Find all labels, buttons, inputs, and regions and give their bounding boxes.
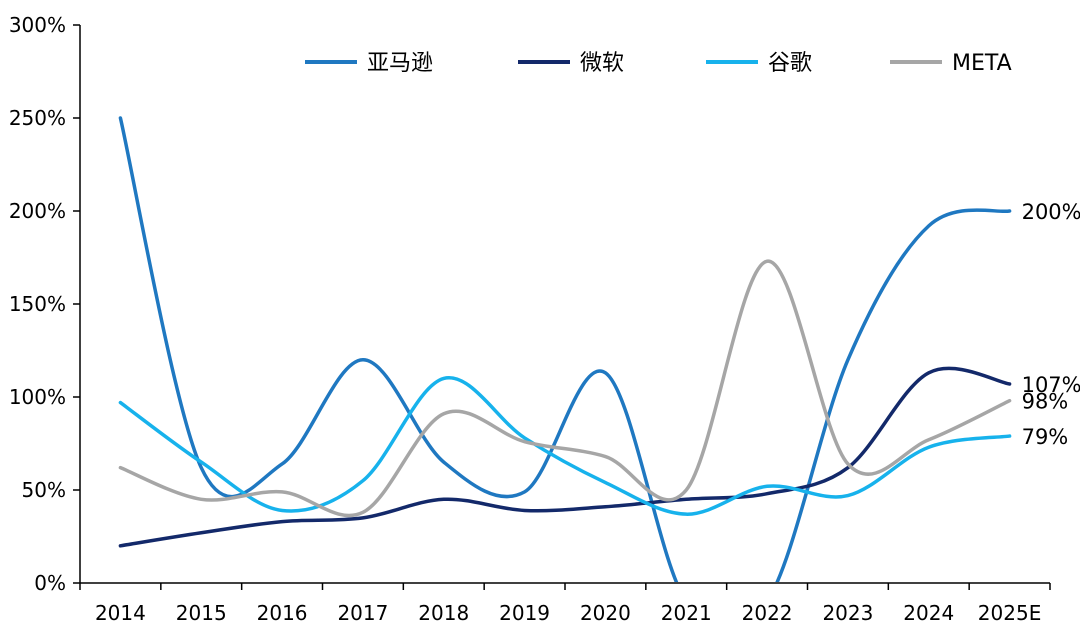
legend-label: 亚马逊 <box>367 51 433 76</box>
x-tick-label: 2016 <box>257 601 308 625</box>
x-tick-label: 2014 <box>95 601 146 625</box>
x-tick-label: 2024 <box>903 601 954 625</box>
y-tick-label: 250% <box>9 106 66 130</box>
x-tick-label: 2020 <box>580 601 631 625</box>
x-tick-label: 2023 <box>822 601 873 625</box>
legend-label: 微软 <box>580 51 624 76</box>
x-tick-label: 2022 <box>742 601 793 625</box>
axes: 0% 50% 100% 150% 200% 250% 300% 2014 2015 2016 201… <box>9 13 1051 625</box>
y-tick-label: 50% <box>22 478 66 502</box>
end-labels: 200% 107% 79% 98% <box>1022 200 1080 449</box>
end-value-label: 79% <box>1022 425 1069 449</box>
y-tick-label: 100% <box>9 385 66 409</box>
y-tick-label: 200% <box>9 199 66 223</box>
legend-label: META <box>952 51 1012 76</box>
end-value-label: 107% <box>1022 373 1080 397</box>
legend-label: 谷歌 <box>768 51 812 76</box>
series-line-2 <box>118 366 1012 548</box>
y-tick-label: 300% <box>9 13 66 37</box>
series-line-4 <box>118 259 1012 518</box>
x-tick-label: 2017 <box>337 601 388 625</box>
x-tick-label: 2018 <box>418 601 469 625</box>
x-tick-label: 2019 <box>499 601 550 625</box>
end-value-label: 98% <box>1022 390 1069 414</box>
y-tick-label: 150% <box>9 292 66 316</box>
series-line-3 <box>118 376 1012 516</box>
x-tick-label: 2021 <box>661 601 712 625</box>
y-tick-label: 0% <box>34 571 66 595</box>
legend: 亚马逊 微软 谷歌 META <box>305 51 1012 76</box>
series-lines <box>118 116 1012 582</box>
series-line-1 <box>118 116 1012 582</box>
x-tick-label: 2025E <box>978 601 1042 625</box>
end-value-label: 200% <box>1022 200 1080 224</box>
x-tick-label: 2015 <box>176 601 227 625</box>
